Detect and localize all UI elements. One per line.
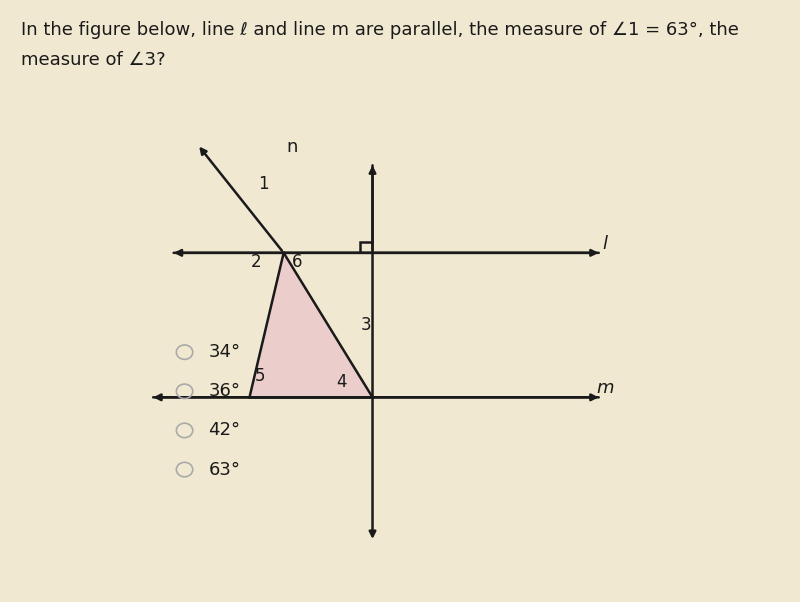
Text: 6: 6 <box>292 253 302 271</box>
Text: n: n <box>287 138 298 157</box>
Text: l: l <box>602 235 607 253</box>
Text: 2: 2 <box>251 253 262 271</box>
Text: 36°: 36° <box>209 382 241 400</box>
Text: measure of ∠3?: measure of ∠3? <box>21 51 165 69</box>
Text: In the figure below, line ℓ and line m are parallel, the measure of ∠1 = 63°, th: In the figure below, line ℓ and line m a… <box>21 21 738 39</box>
Text: 34°: 34° <box>209 343 241 361</box>
Text: 3: 3 <box>360 316 371 334</box>
Text: 4: 4 <box>337 373 347 391</box>
Text: 63°: 63° <box>209 461 241 479</box>
Text: 5: 5 <box>254 367 265 385</box>
Text: 42°: 42° <box>209 421 241 439</box>
Text: m: m <box>596 379 614 397</box>
Text: 1: 1 <box>258 175 269 193</box>
Polygon shape <box>250 253 373 397</box>
